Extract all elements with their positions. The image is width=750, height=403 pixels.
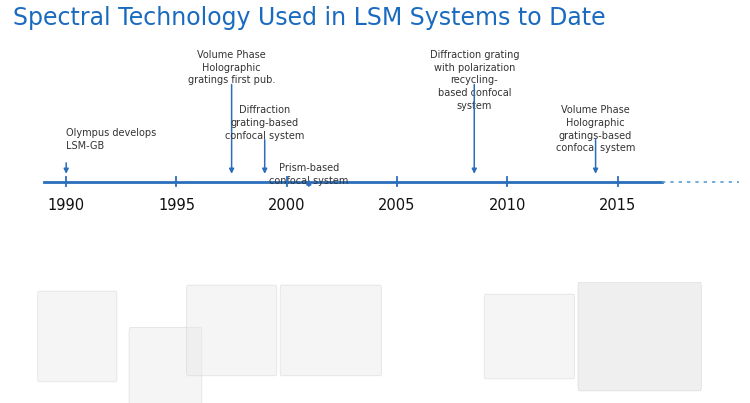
FancyBboxPatch shape: [280, 285, 382, 376]
Text: Spectral Technology Used in LSM Systems to Date: Spectral Technology Used in LSM Systems …: [13, 6, 606, 30]
Text: 2015: 2015: [599, 198, 636, 213]
Text: 2010: 2010: [489, 198, 526, 213]
FancyBboxPatch shape: [38, 291, 117, 382]
FancyBboxPatch shape: [578, 282, 701, 391]
Text: Olympus develops
LSM-GB: Olympus develops LSM-GB: [66, 128, 157, 151]
Text: 2005: 2005: [378, 198, 416, 213]
FancyBboxPatch shape: [129, 327, 202, 403]
Text: Prism-based
confocal system: Prism-based confocal system: [269, 163, 349, 186]
Text: 1990: 1990: [47, 198, 85, 213]
Text: Volume Phase
Holographic
gratings first pub.: Volume Phase Holographic gratings first …: [188, 50, 275, 85]
FancyBboxPatch shape: [187, 285, 277, 376]
Text: 1995: 1995: [158, 198, 195, 213]
FancyBboxPatch shape: [484, 294, 574, 379]
Text: Diffraction grating
with polarization
recycling-
based confocal
system: Diffraction grating with polarization re…: [430, 50, 519, 111]
Text: Volume Phase
Holographic
gratings-based
confocal system: Volume Phase Holographic gratings-based …: [556, 105, 635, 153]
Text: Diffraction
grating-based
confocal system: Diffraction grating-based confocal syste…: [225, 105, 304, 141]
Text: 2000: 2000: [268, 198, 305, 213]
